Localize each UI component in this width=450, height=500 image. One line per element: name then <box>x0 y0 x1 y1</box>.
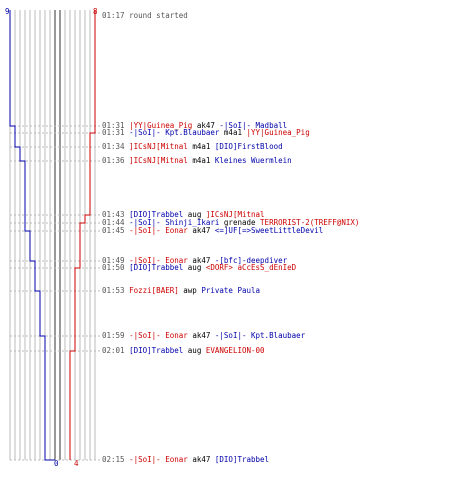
event-victim: <DORF> aCcEsS_dEnIeD <box>205 263 297 272</box>
event-killer: -|SoI|- Eonar <box>129 455 188 464</box>
event-row: 01:34 ]ICsNJ[Mitnal m4a1 [DIO]FirstBlood <box>102 143 283 151</box>
event-killer: -|SoI|- Eonar <box>129 226 188 235</box>
t-end-label: 4 <box>74 459 79 468</box>
event-victim: -|SoI|- Kpt.Blaubaer <box>214 331 306 340</box>
t-end-count: 4 <box>74 460 79 468</box>
event-row: 02:15 -|SoI|- Eonar ak47 [DIO]Trabbel <box>102 456 269 464</box>
ct-start-label: 9 <box>5 7 10 16</box>
event-weapon: m4a1 <box>192 142 211 151</box>
event-killer: -|SoI|- Shinji_Ikari <box>129 218 220 227</box>
event-killer: ]ICsNJ[Mitnal <box>129 156 188 165</box>
event-weapon: aug <box>187 346 202 355</box>
t-alive-line <box>69 10 96 460</box>
event-row: 01:17 round started <box>102 12 188 20</box>
ct-alive-line <box>9 10 55 461</box>
event-row: 01:43 [DIO]Trabbel aug ]ICsNJ[Mitnal <box>102 211 265 219</box>
event-killer: -|SoI|- Eonar <box>129 331 188 340</box>
event-killer: [DIO]Trabbel <box>129 346 184 355</box>
event-weapon: aug <box>187 263 202 272</box>
event-row: 02:01 [DIO]Trabbel aug EVANGELION-00 <box>102 347 265 355</box>
event-time: 01:31 <box>102 128 125 137</box>
event-victim: ]ICsNJ[Mitnal <box>205 210 265 219</box>
ct-start-count: 9 <box>5 8 10 16</box>
event-message: round started <box>129 11 188 20</box>
event-weapon: ak47 <box>192 256 211 265</box>
t-start-label: 8 <box>93 7 98 16</box>
event-killer: -|SoI|- Eonar <box>129 256 188 265</box>
event-victim: -[bfc]-deepdiver <box>214 256 288 265</box>
event-weapon: awp <box>183 286 197 295</box>
event-time: 01:45 <box>102 226 125 235</box>
event-victim: Kleines Wuermlein <box>214 156 292 165</box>
ct-end-count: 0 <box>54 460 59 468</box>
ct-end-label: 0 <box>54 459 59 468</box>
event-killer: [DIO]Trabbel <box>129 210 184 219</box>
event-victim: [DIO]FirstBlood <box>214 142 283 151</box>
event-time: 01:44 <box>102 218 125 227</box>
event-time: 01:59 <box>102 331 125 340</box>
event-victim: Private Paula <box>201 286 261 295</box>
event-row: 01:50 [DIO]Trabbel aug <DORF> aCcEsS_dEn… <box>102 264 296 272</box>
event-victim: EVANGELION-00 <box>205 346 265 355</box>
event-row: 01:36 ]ICsNJ[Mitnal m4a1 Kleines Wuermle… <box>102 157 292 165</box>
event-killer: ]ICsNJ[Mitnal <box>129 142 188 151</box>
event-row: 01:59 -|SoI|- Eonar ak47 -|SoI|- Kpt.Bla… <box>102 332 305 340</box>
event-time: 01:34 <box>102 142 125 151</box>
event-victim: [DIO]Trabbel <box>214 455 270 464</box>
event-killer: Fozzi[BAER] <box>129 286 179 295</box>
event-weapon: aug <box>187 210 202 219</box>
event-victim: TERRORIST-2(TREFF@NIX) <box>260 218 360 227</box>
event-victim: <=]UF[=>SweetLittleDevil <box>214 226 324 235</box>
event-weapon: m4a1 <box>192 156 211 165</box>
event-killer: |YY|Guinea_Pig <box>129 121 193 130</box>
event-time: 01:50 <box>102 263 125 272</box>
event-time: 01:31 <box>102 121 125 130</box>
event-victim: -|SoI|- Madball <box>219 121 288 130</box>
event-weapon: grenade <box>223 218 256 227</box>
event-victim: |YY|Guinea_Pig <box>246 128 310 137</box>
event-row: 01:49 -|SoI|- Eonar ak47 -[bfc]-deepdive… <box>102 257 287 265</box>
event-row: 01:53 Fozzi[BAER] awp Private Paula <box>102 287 260 295</box>
t-start-count: 8 <box>93 8 98 16</box>
event-weapon: ak47 <box>192 331 211 340</box>
event-row: 01:31 -|SoI|- Kpt.Blaubaer m4a1 |YY|Guin… <box>102 129 310 137</box>
event-time: 01:17 <box>102 11 125 20</box>
event-killer: [DIO]Trabbel <box>129 263 184 272</box>
event-weapon: ak47 <box>196 121 215 130</box>
event-time: 02:01 <box>102 346 125 355</box>
event-time: 01:49 <box>102 256 125 265</box>
event-weapon: ak47 <box>192 226 211 235</box>
event-time: 01:36 <box>102 156 125 165</box>
event-killer: -|SoI|- Kpt.Blaubaer <box>129 128 220 137</box>
event-weapon: ak47 <box>192 455 211 464</box>
event-row: 01:45 -|SoI|- Eonar ak47 <=]UF[=>SweetLi… <box>102 227 323 235</box>
event-row: 01:44 -|SoI|- Shinji_Ikari grenade TERRO… <box>102 219 359 227</box>
event-time: 01:43 <box>102 210 125 219</box>
event-row: 01:31 |YY|Guinea_Pig ak47 -|SoI|- Madbal… <box>102 122 287 130</box>
event-time: 01:53 <box>102 286 125 295</box>
event-time: 02:15 <box>102 455 125 464</box>
event-weapon: m4a1 <box>223 128 242 137</box>
